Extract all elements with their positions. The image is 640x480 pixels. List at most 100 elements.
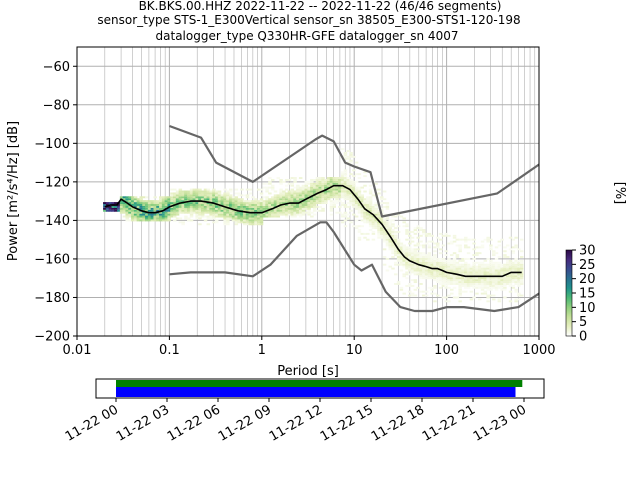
heat-cell <box>452 279 457 282</box>
heat-cell <box>175 205 180 208</box>
heat-cell <box>444 263 448 266</box>
heat-cell <box>270 202 275 205</box>
heat-cell <box>170 209 174 212</box>
heat-cell <box>433 261 437 264</box>
heat-cell <box>371 207 376 210</box>
heat-cell <box>273 204 278 206</box>
heat-cell <box>422 244 426 247</box>
heat-cell <box>321 202 325 205</box>
heat-cell <box>424 234 429 237</box>
heat-cell <box>433 265 437 268</box>
heat-cell <box>469 298 474 301</box>
heat-cell <box>346 205 350 208</box>
heat-cell <box>405 261 409 264</box>
heat-cell <box>228 217 233 220</box>
heat-cell <box>265 190 269 193</box>
heat-cell <box>491 254 496 257</box>
heat-cell <box>340 202 345 205</box>
heat-cell <box>374 215 378 218</box>
heat-cell <box>505 281 510 284</box>
heat-cell <box>377 217 381 220</box>
heat-cell <box>427 263 432 266</box>
heat-cell <box>466 267 471 270</box>
heat-cell <box>195 194 199 197</box>
heat-cell <box>377 229 381 231</box>
heat-cell <box>427 269 432 272</box>
heat-cell <box>505 263 510 266</box>
heat-cell <box>307 180 311 183</box>
heat-cell <box>270 204 275 206</box>
heat-cell <box>234 215 239 218</box>
heat-cell <box>371 205 376 208</box>
heat-cell <box>511 279 516 282</box>
heat-cell <box>349 221 353 224</box>
heat-cell <box>396 240 401 243</box>
heat-cell <box>394 227 398 230</box>
heat-cell <box>480 246 485 249</box>
heat-cell <box>206 223 211 226</box>
heat-cell <box>133 198 138 201</box>
heat-cell <box>352 196 356 199</box>
heat-cell <box>380 236 384 239</box>
heat-cell <box>237 192 241 195</box>
heat-cell <box>377 230 381 233</box>
heat-cell <box>161 205 166 208</box>
heat-cell <box>503 283 507 285</box>
heat-cell <box>486 240 490 243</box>
heat-cell <box>192 205 197 208</box>
heat-cell <box>156 204 160 206</box>
heat-cell <box>242 194 247 197</box>
y-tick-label: −120 <box>34 175 70 190</box>
heat-cell <box>259 192 264 195</box>
heat-cell <box>209 194 213 197</box>
heat-cell <box>464 279 468 282</box>
heat-cell <box>159 205 163 208</box>
heat-cell <box>259 217 264 220</box>
heat-cell <box>346 178 350 181</box>
heat-cell <box>343 215 348 218</box>
heat-cell <box>293 186 297 189</box>
heat-cell <box>265 215 269 218</box>
heat-cell <box>514 277 518 280</box>
heat-cell <box>430 256 434 258</box>
heat-cell <box>466 277 471 280</box>
heat-cell <box>455 265 460 268</box>
heat-cell <box>329 207 334 210</box>
heat-cell <box>192 211 197 214</box>
heat-cell <box>469 269 474 272</box>
heat-cell <box>505 267 510 270</box>
heat-cell <box>433 263 437 266</box>
heat-cell <box>231 209 236 212</box>
heat-cell <box>391 248 395 251</box>
heat-cell <box>478 271 482 274</box>
heat-cell <box>268 198 272 201</box>
heat-cell <box>256 223 261 226</box>
heat-cell <box>464 238 468 241</box>
heat-cell <box>145 209 149 212</box>
heat-cell <box>472 279 476 282</box>
heat-cell <box>405 238 409 241</box>
heat-cell <box>505 265 510 268</box>
heat-cell <box>469 265 474 268</box>
heat-cell <box>340 204 345 206</box>
heat-cell <box>145 219 149 222</box>
heat-cell <box>254 213 258 216</box>
heat-cell <box>346 177 350 179</box>
heat-cell <box>402 261 406 264</box>
heat-cell <box>304 186 309 189</box>
heat-cell <box>447 257 451 260</box>
heat-cell <box>234 211 239 214</box>
heat-cell <box>209 192 213 195</box>
heat-cell <box>228 190 233 193</box>
heat-cell <box>175 190 180 193</box>
heat-cell <box>500 279 504 282</box>
heat-cell <box>145 200 149 203</box>
heat-cell <box>352 198 356 201</box>
heat-cell <box>329 213 334 216</box>
heat-cell <box>125 198 129 201</box>
heat-cell <box>511 269 516 272</box>
heat-cell <box>447 265 451 268</box>
title-line-2: sensor_type STS-1_E300Vertical sensor_sn… <box>97 13 520 27</box>
heat-cell <box>223 196 227 199</box>
heat-cell <box>394 215 398 218</box>
